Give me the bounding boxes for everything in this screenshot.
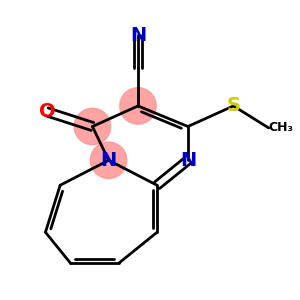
Text: S: S bbox=[226, 96, 241, 116]
Circle shape bbox=[120, 88, 156, 124]
Text: N: N bbox=[180, 151, 196, 170]
Circle shape bbox=[74, 108, 111, 145]
Circle shape bbox=[90, 142, 127, 178]
Text: N: N bbox=[100, 151, 117, 170]
Text: N: N bbox=[130, 26, 146, 45]
Text: CH₃: CH₃ bbox=[269, 122, 294, 134]
Text: O: O bbox=[39, 102, 55, 121]
